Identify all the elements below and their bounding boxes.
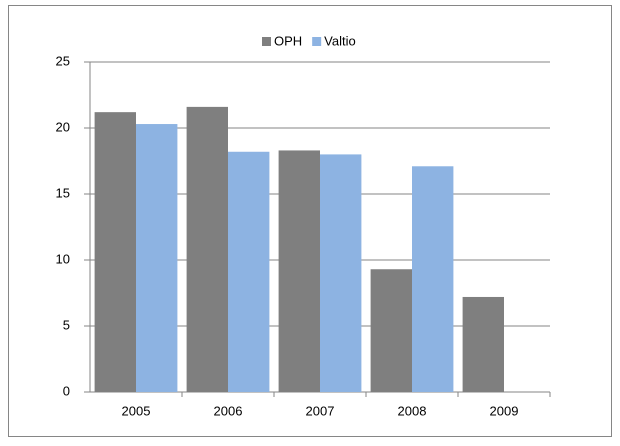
legend-swatch [312, 37, 322, 46]
bar [186, 106, 228, 392]
y-tick-label: 15 [56, 185, 70, 200]
bar [320, 154, 362, 392]
y-tick-label: 10 [56, 251, 70, 266]
x-tick-label: 2005 [122, 403, 151, 418]
y-tick-label: 5 [63, 317, 70, 332]
y-tick-label: 20 [56, 119, 70, 134]
x-tick-label: 2006 [214, 403, 243, 418]
y-tick-label: 25 [56, 53, 70, 68]
legend-swatch [262, 37, 271, 46]
bar [462, 296, 504, 392]
bar [278, 150, 320, 392]
x-tick-label: 2009 [490, 403, 519, 418]
y-tick-label: 0 [63, 383, 70, 398]
bar [228, 151, 270, 392]
x-tick-label: 2007 [306, 403, 335, 418]
legend-label: Valtio [324, 33, 356, 48]
bar [136, 124, 178, 392]
legend-label: OPH [274, 33, 302, 48]
x-tick-label: 2008 [398, 403, 427, 418]
bar [412, 166, 454, 392]
bar [94, 112, 136, 392]
bar [370, 269, 412, 392]
